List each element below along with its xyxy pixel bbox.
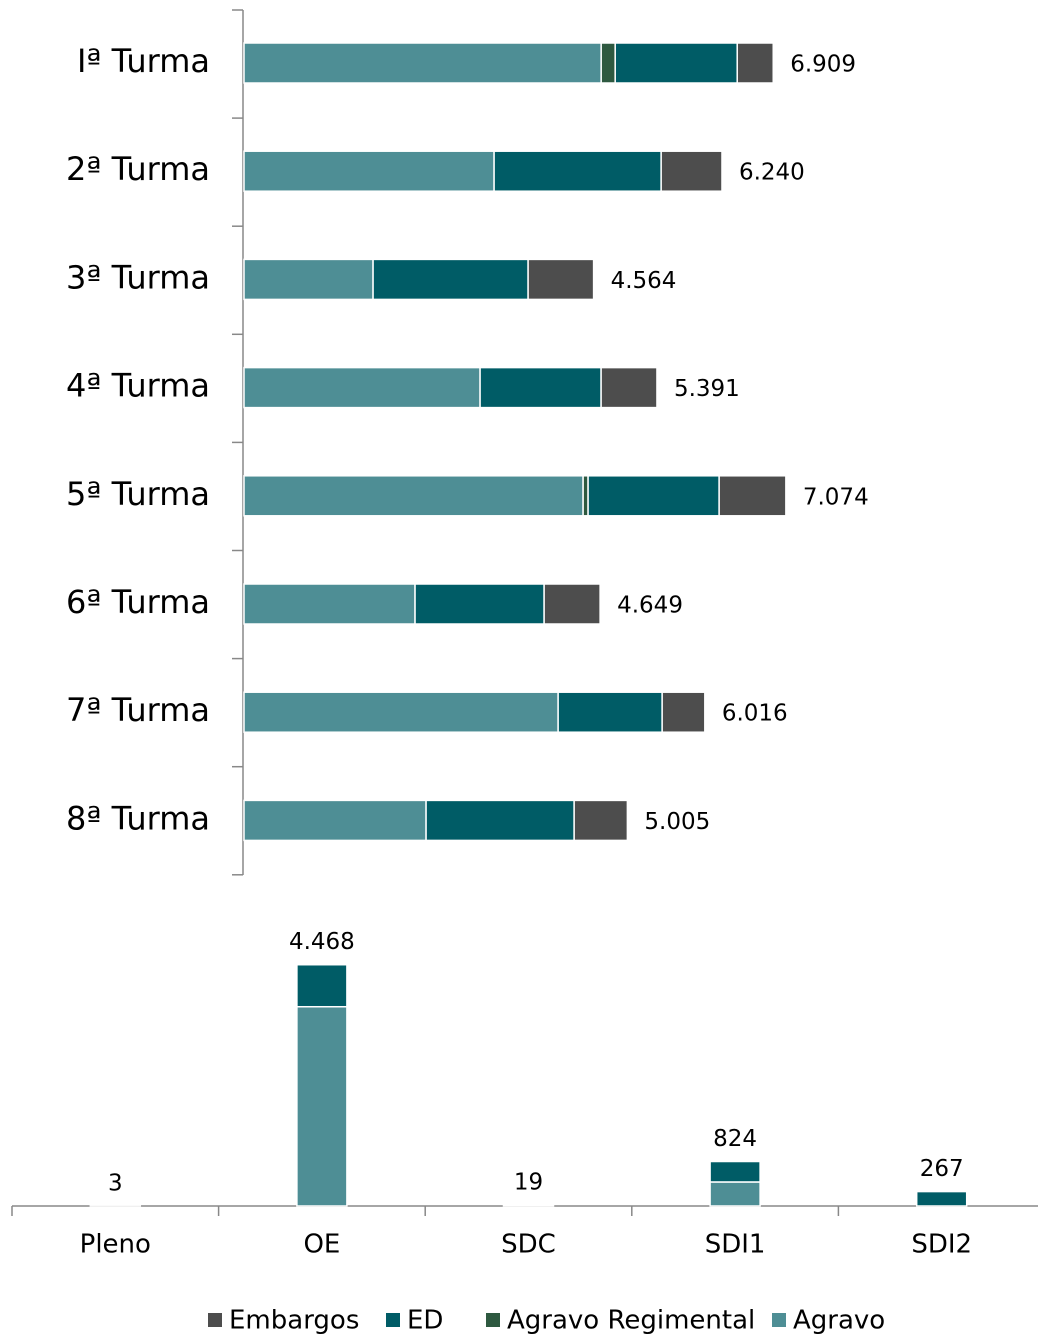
data-label: 4.564 [611,268,677,294]
x-tick-label: SDC [501,1230,556,1260]
bar-segment [600,366,658,409]
data-label: 3 [108,1170,123,1196]
legend-label: Agravo [793,1306,885,1336]
bar-segment [479,366,602,409]
data-label: 824 [713,1126,757,1152]
bar-segment [296,1005,348,1207]
bar-segment [660,150,723,192]
x-tick-label: SDI1 [705,1230,766,1260]
y-tick-label: 8ª Turma [66,799,210,837]
data-label: 6.909 [790,52,856,78]
bar-segment [543,583,601,625]
data-label: 6.240 [739,160,805,186]
x-tick-label: SDI2 [911,1230,972,1260]
data-label: 6.016 [722,701,788,727]
bar-segment [243,691,559,733]
bar-segment [709,1160,761,1183]
bar-segment [661,691,706,733]
x-tick-label: Pleno [80,1230,151,1260]
bar-segment [372,258,529,301]
data-label: 5.391 [674,376,740,402]
legend-label: ED [407,1306,443,1336]
bar-segment [243,583,416,625]
y-tick-label: 5ª Turma [66,475,210,513]
bar-segment [718,475,787,517]
data-label: 4.468 [289,929,355,955]
y-tick-label: 3ª Turma [66,258,210,296]
bar-segment [493,150,662,192]
bar-segment [425,799,575,842]
bar-segment [557,691,663,733]
y-tick-label: 4ª Turma [66,367,210,405]
bar-segment [243,150,495,192]
legend-swatch [486,1313,500,1327]
bar-segment [243,799,427,842]
bar-segment [296,963,348,1008]
bar-segment [502,1204,555,1207]
y-tick-label: 2ª Turma [66,150,210,188]
bar-segment [915,1190,968,1207]
data-label: 5.005 [644,809,710,835]
legend-swatch [208,1313,222,1327]
bar-segment [736,42,774,84]
bar-segment [587,475,720,517]
bar-segment [414,583,545,625]
x-tick-label: OE [303,1230,340,1260]
bar-segment [527,258,595,301]
y-tick-label: 7ª Turma [66,691,210,729]
legend-swatch [772,1313,786,1327]
data-label: 7.074 [803,484,869,510]
data-label: 19 [514,1169,543,1195]
bar-segment [243,42,602,84]
bar-segment [614,42,738,84]
bar-segment [243,258,374,301]
bar-segment [600,42,616,84]
bar-segment [709,1181,761,1207]
data-label: 4.649 [617,593,683,619]
y-tick-label: Iª Turma [77,42,210,80]
data-label: 267 [920,1156,964,1182]
bar-segment [243,475,584,517]
legend-label: Agravo Regimental [507,1306,755,1336]
bar-segment [573,799,629,842]
legend-swatch [386,1313,400,1327]
y-tick-label: 6ª Turma [66,583,210,621]
legend-label: Embargos [229,1306,359,1336]
bar-segment [243,366,481,409]
